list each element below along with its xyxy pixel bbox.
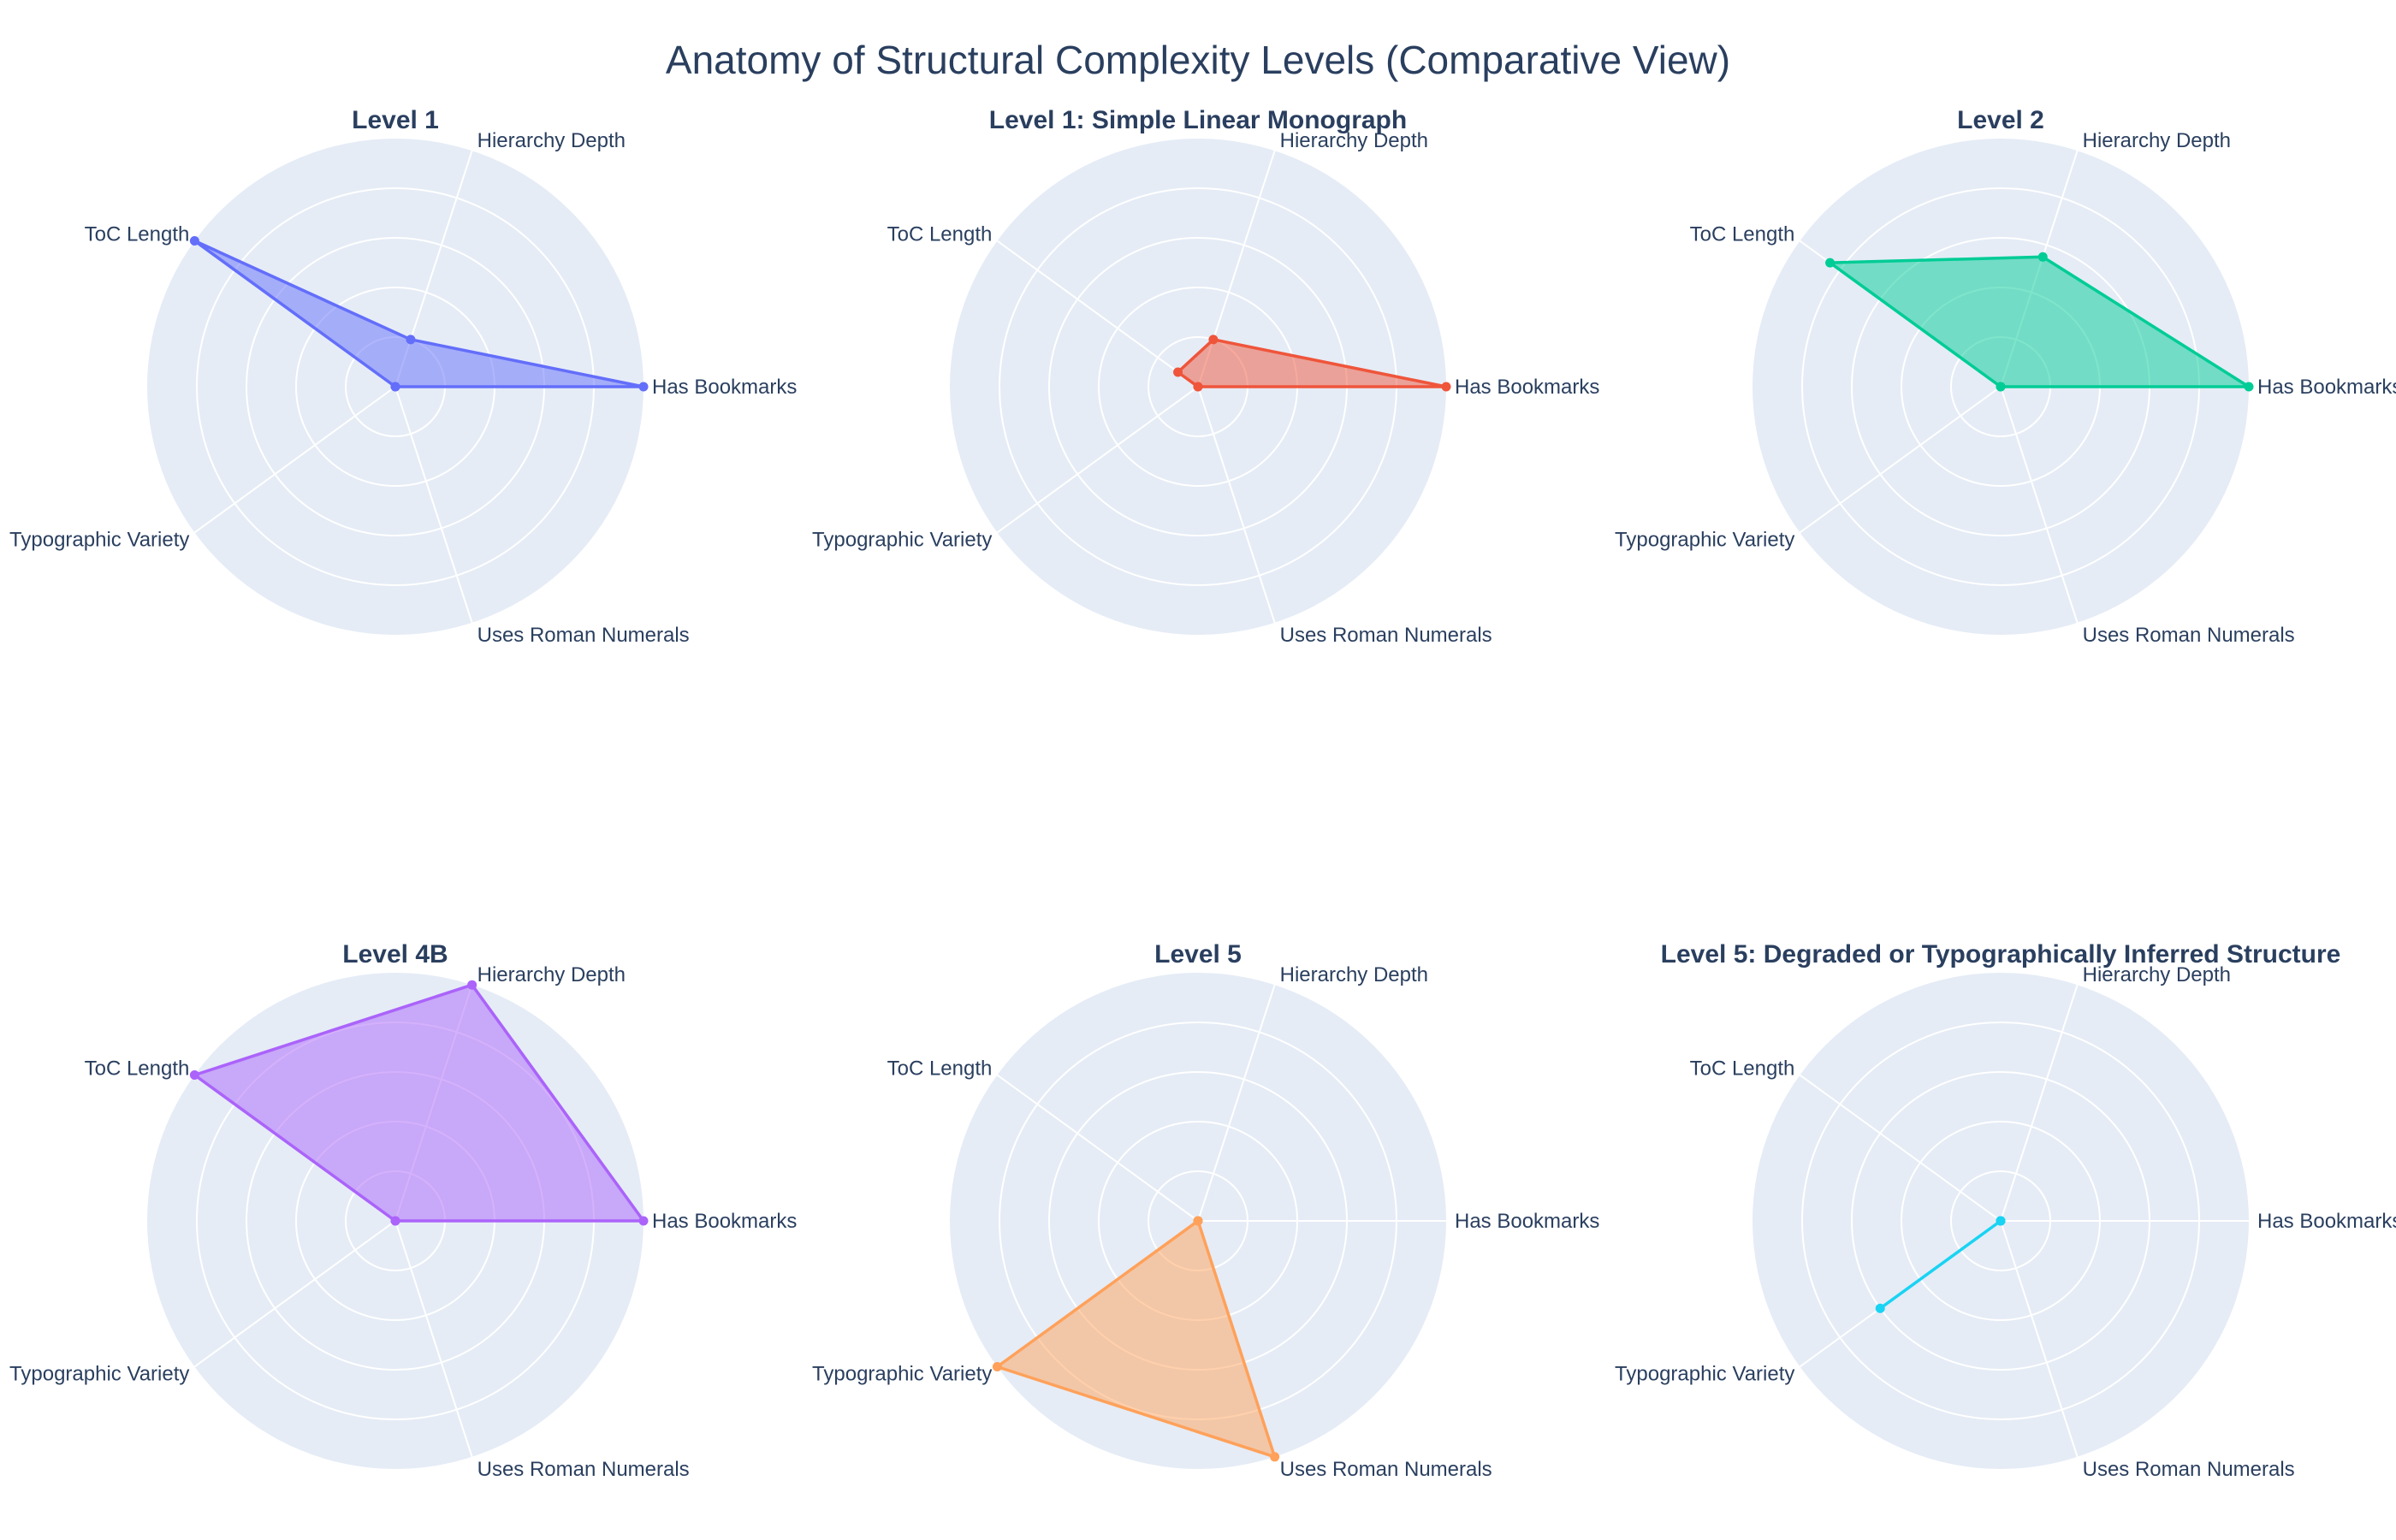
grid-spoke	[1799, 1074, 2002, 1222]
axis-label: Typographic Variety	[9, 528, 189, 551]
axis-label: Uses Roman Numerals	[2083, 1458, 2295, 1481]
grid-spoke	[1799, 386, 2002, 534]
axis-label: Uses Roman Numerals	[1280, 624, 1492, 647]
data-point	[992, 1361, 1002, 1371]
axis-label: ToC Length	[1690, 223, 1795, 246]
axis-label: ToC Length	[1690, 1057, 1795, 1081]
axis-label: ToC Length	[85, 1057, 190, 1081]
subplot-title: Level 5	[1154, 940, 1242, 968]
radar-subplot: Has Bookmarks Hierarchy Depth ToC Length Ty…	[1615, 106, 2396, 647]
subplot-title: Level 1: Simple Linear Monograph	[989, 106, 1407, 134]
data-point	[189, 1070, 199, 1081]
axis-label: Hierarchy Depth	[2083, 129, 2231, 152]
axis-label: Typographic Variety	[9, 1362, 189, 1385]
axis-label: Typographic Variety	[812, 528, 992, 551]
grid-spoke	[2000, 984, 2079, 1222]
data-point	[1996, 382, 2006, 392]
data-point	[1193, 382, 1203, 392]
data-point	[1173, 367, 1183, 377]
subplot-title: Level 4B	[342, 940, 448, 968]
data-point	[406, 335, 416, 345]
axis-label: Hierarchy Depth	[477, 129, 626, 152]
axis-label: Hierarchy Depth	[2083, 963, 2231, 986]
data-point	[1270, 1452, 1280, 1462]
subplot-title: Level 5: Degraded or Typographically Inf…	[1661, 940, 2341, 968]
grid-spoke	[394, 386, 473, 624]
subplot-title: Level 2	[1957, 106, 2044, 134]
grid-spoke	[1197, 984, 1276, 1222]
grid-spoke	[996, 1074, 1199, 1222]
grid-spoke	[996, 240, 1199, 388]
axis-label: Typographic Variety	[1615, 1362, 1794, 1385]
radar-subplot: Has Bookmarks Hierarchy Depth ToC Length Ty…	[9, 940, 797, 1481]
axis-label: ToC Length	[887, 223, 993, 246]
grid-spoke	[2000, 386, 2079, 624]
radar-subplot: Has Bookmarks Hierarchy Depth ToC Length Ty…	[812, 106, 1599, 647]
radar-subplots: Has Bookmarks Hierarchy Depth ToC Length Ty…	[9, 106, 2396, 1481]
axis-label: Typographic Variety	[1615, 528, 1794, 551]
axis-label: Typographic Variety	[812, 1362, 992, 1385]
data-point	[467, 980, 477, 990]
axis-label: Has Bookmarks	[1455, 376, 1599, 399]
grid-spoke	[2000, 1220, 2079, 1458]
axis-label: Has Bookmarks	[1455, 1210, 1599, 1233]
data-point	[189, 236, 199, 246]
axis-label: Has Bookmarks	[652, 1210, 797, 1233]
data-point	[2037, 252, 2048, 262]
axis-label: Hierarchy Depth	[1280, 963, 1428, 986]
axis-label: Hierarchy Depth	[1280, 129, 1428, 152]
data-point	[1208, 335, 1219, 345]
subplot-title: Level 1	[352, 106, 439, 134]
grid-spoke	[996, 386, 1199, 534]
data-point	[390, 382, 400, 392]
data-point	[1441, 382, 1451, 392]
data-point	[638, 1216, 649, 1226]
grid-spoke	[193, 1220, 396, 1368]
series-line	[995, 1219, 1277, 1459]
axis-label: Uses Roman Numerals	[2083, 624, 2295, 647]
data-point	[1996, 1216, 2006, 1226]
axis-label: Has Bookmarks	[2257, 376, 2396, 399]
axis-label: Uses Roman Numerals	[477, 624, 690, 647]
data-point	[390, 1216, 400, 1226]
radar-subplot: Has Bookmarks Hierarchy Depth ToC Length Ty…	[9, 106, 797, 647]
axis-label: Hierarchy Depth	[477, 963, 626, 986]
radar-subplot: Has Bookmarks Hierarchy Depth ToC Length Ty…	[1615, 940, 2396, 1481]
data-point	[2244, 382, 2254, 392]
axis-label: Uses Roman Numerals	[477, 1458, 690, 1481]
axis-label: Has Bookmarks	[652, 376, 797, 399]
radar-subplot: Has Bookmarks Hierarchy Depth ToC Length Ty…	[812, 940, 1599, 1481]
data-point	[1875, 1303, 1885, 1313]
axis-label: ToC Length	[887, 1057, 993, 1081]
axis-label: ToC Length	[85, 223, 190, 246]
chart-title: Anatomy of Structural Complexity Levels …	[666, 38, 1730, 82]
grid-spoke	[1197, 386, 1276, 624]
data-point	[1825, 258, 1836, 268]
grid-spoke	[193, 386, 396, 534]
axis-label: Uses Roman Numerals	[1280, 1458, 1492, 1481]
grid-spoke	[394, 1220, 473, 1458]
data-point	[1193, 1216, 1203, 1226]
data-point	[638, 382, 649, 392]
axis-label: Has Bookmarks	[2257, 1210, 2396, 1233]
